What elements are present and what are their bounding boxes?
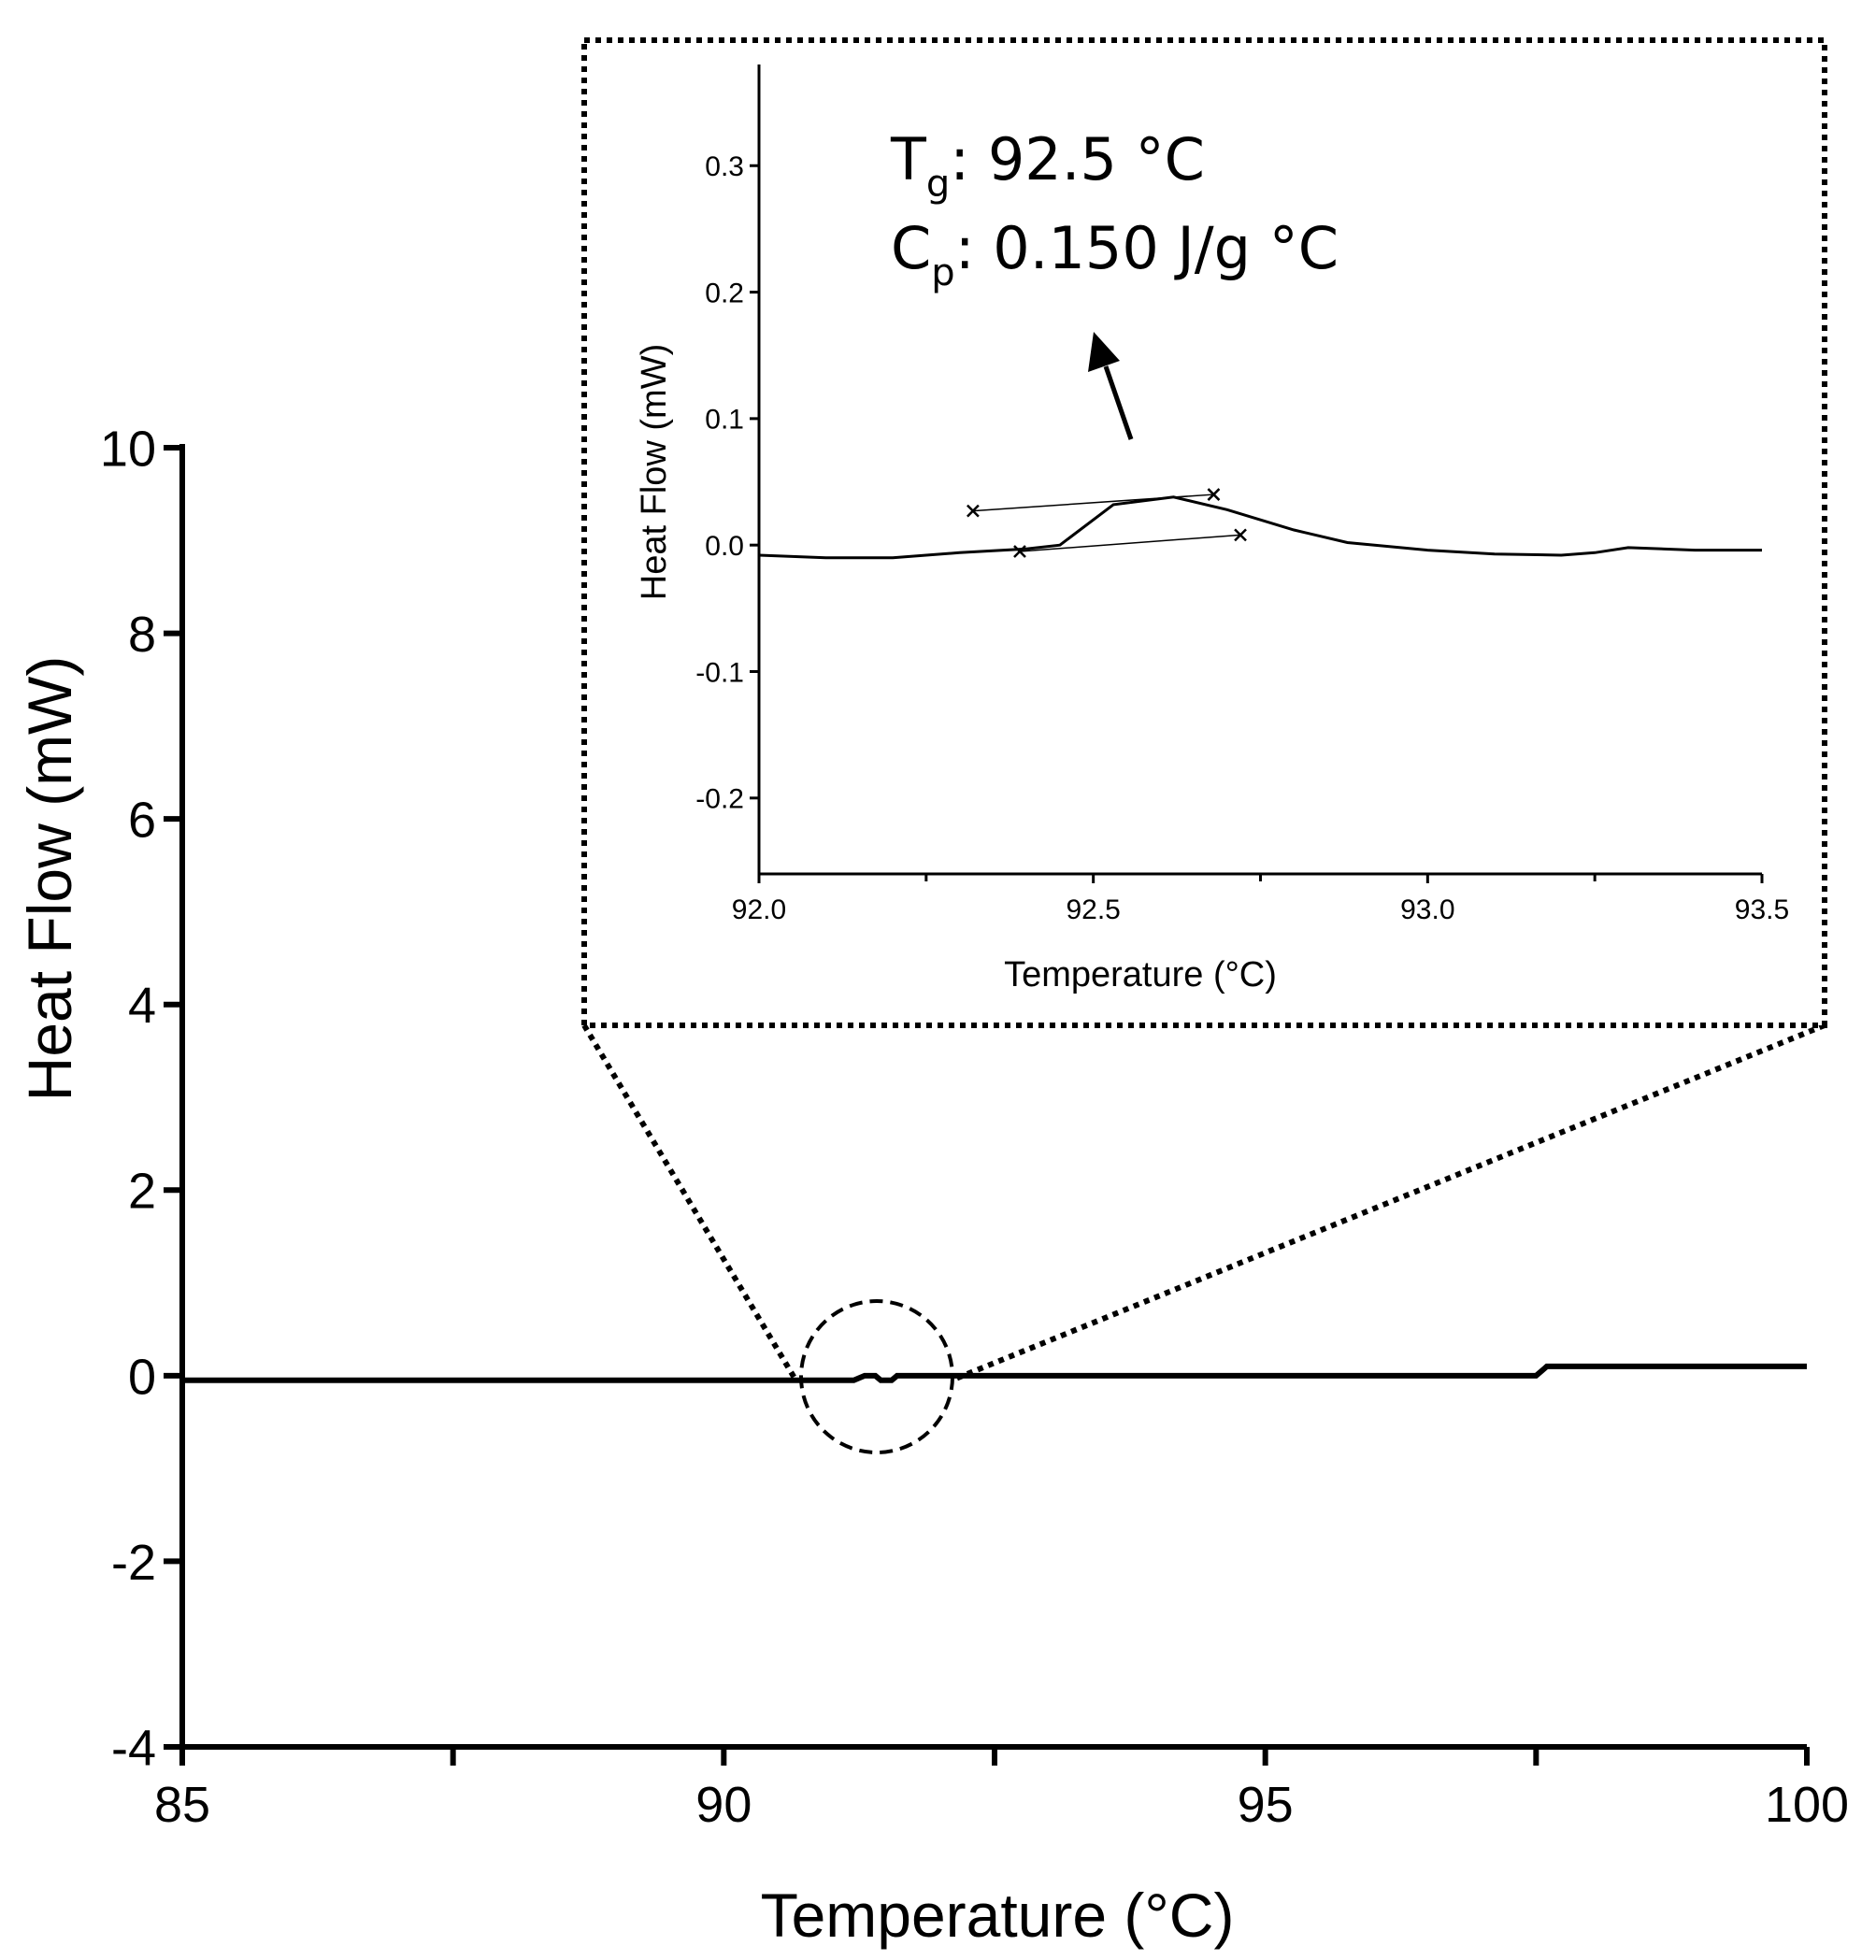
inset-y-tick-label: 0.1 xyxy=(705,405,744,436)
marker-stroke xyxy=(967,504,980,518)
main-y-tick-label: 2 xyxy=(128,1164,156,1220)
inset-x-tick-label: 93.5 xyxy=(1735,894,1789,925)
main-x-tick-label: 85 xyxy=(154,1777,210,1833)
connector-left xyxy=(581,1023,798,1381)
connector-right xyxy=(952,1023,1826,1382)
main-y-tick-label: -4 xyxy=(111,1720,156,1776)
inset-series-line xyxy=(758,495,1762,560)
zoom-indicator xyxy=(581,1023,1826,1454)
inset-x-tick-label: 93.0 xyxy=(1400,894,1454,925)
main-x-tick-label: 95 xyxy=(1238,1777,1294,1833)
cp-symbol: C xyxy=(891,214,931,282)
highlight-circle xyxy=(799,1299,954,1454)
main-chart: 85 90 95 100 -4 -2 0 2 4 6 8 10 Temperature (°C) He… xyxy=(15,421,1849,1950)
inset-border xyxy=(581,37,1827,1028)
inset-x-marker xyxy=(1013,545,1026,558)
inset-x-tick-label: 92.5 xyxy=(1066,894,1120,925)
main-x-tick-label: 100 xyxy=(1765,1777,1849,1833)
main-x-tick-label: 90 xyxy=(695,1777,752,1833)
main-y-tick-label: 0 xyxy=(128,1349,156,1405)
inset-y-tick-label: -0.1 xyxy=(695,657,744,688)
main-y-tick-label: 10 xyxy=(100,421,156,477)
main-ticks: 85 90 95 100 -4 -2 0 2 4 6 8 10 xyxy=(100,421,1849,1833)
inset-y-tick-label: -0.2 xyxy=(695,784,744,815)
inset-y-tick-label: 0.2 xyxy=(705,278,744,308)
main-y-tick-label: -2 xyxy=(111,1535,156,1591)
annotation-arrow xyxy=(1088,332,1134,440)
cp-value: : 0.150 J/g °C xyxy=(955,214,1339,282)
inset-x-marker xyxy=(1234,528,1247,542)
tg-annotation: Tg: 92.5 °C xyxy=(890,125,1205,206)
main-y-tick-label: 4 xyxy=(128,978,156,1034)
main-y-axis-label: Heat Flow (mW) xyxy=(15,656,84,1102)
inset-x-axis-label: Temperature (°C) xyxy=(1004,955,1277,994)
main-series-line xyxy=(182,1363,1807,1383)
marker-stroke xyxy=(1013,545,1026,558)
tg-subscript: g xyxy=(926,163,950,206)
inset-y-tick-label: 0.0 xyxy=(705,531,744,562)
main-y-tick-label: 6 xyxy=(128,793,156,849)
main-y-tick-label: 8 xyxy=(128,607,156,663)
inset-markers xyxy=(967,488,1247,558)
marker-stroke xyxy=(1234,528,1247,542)
inset-chart: 92.0 92.5 93.0 93.5 -0.2 -0.1 0.0 0.1 0.2 0.3 Tem… xyxy=(581,37,1827,1028)
marker-stroke xyxy=(1207,488,1221,501)
inset-tangent-line xyxy=(1019,534,1241,552)
tg-value: : 92.5 °C xyxy=(950,125,1205,193)
main-x-axis-label: Temperature (°C) xyxy=(761,1881,1235,1950)
inset-x-marker xyxy=(1207,488,1221,501)
inset-y-axis-label: Heat Flow (mW) xyxy=(635,344,674,600)
cp-subscript: p xyxy=(931,251,954,294)
inset-x-tick-label: 92.0 xyxy=(732,894,786,925)
cp-annotation: Cp: 0.150 J/g °C xyxy=(891,214,1339,294)
inset-y-tick-label: 0.3 xyxy=(705,151,744,182)
inset-ticks: 92.0 92.5 93.0 93.5 -0.2 -0.1 0.0 0.1 0.2 0.3 xyxy=(695,151,1789,925)
tg-symbol: T xyxy=(890,125,927,193)
inset-x-marker xyxy=(967,504,980,518)
